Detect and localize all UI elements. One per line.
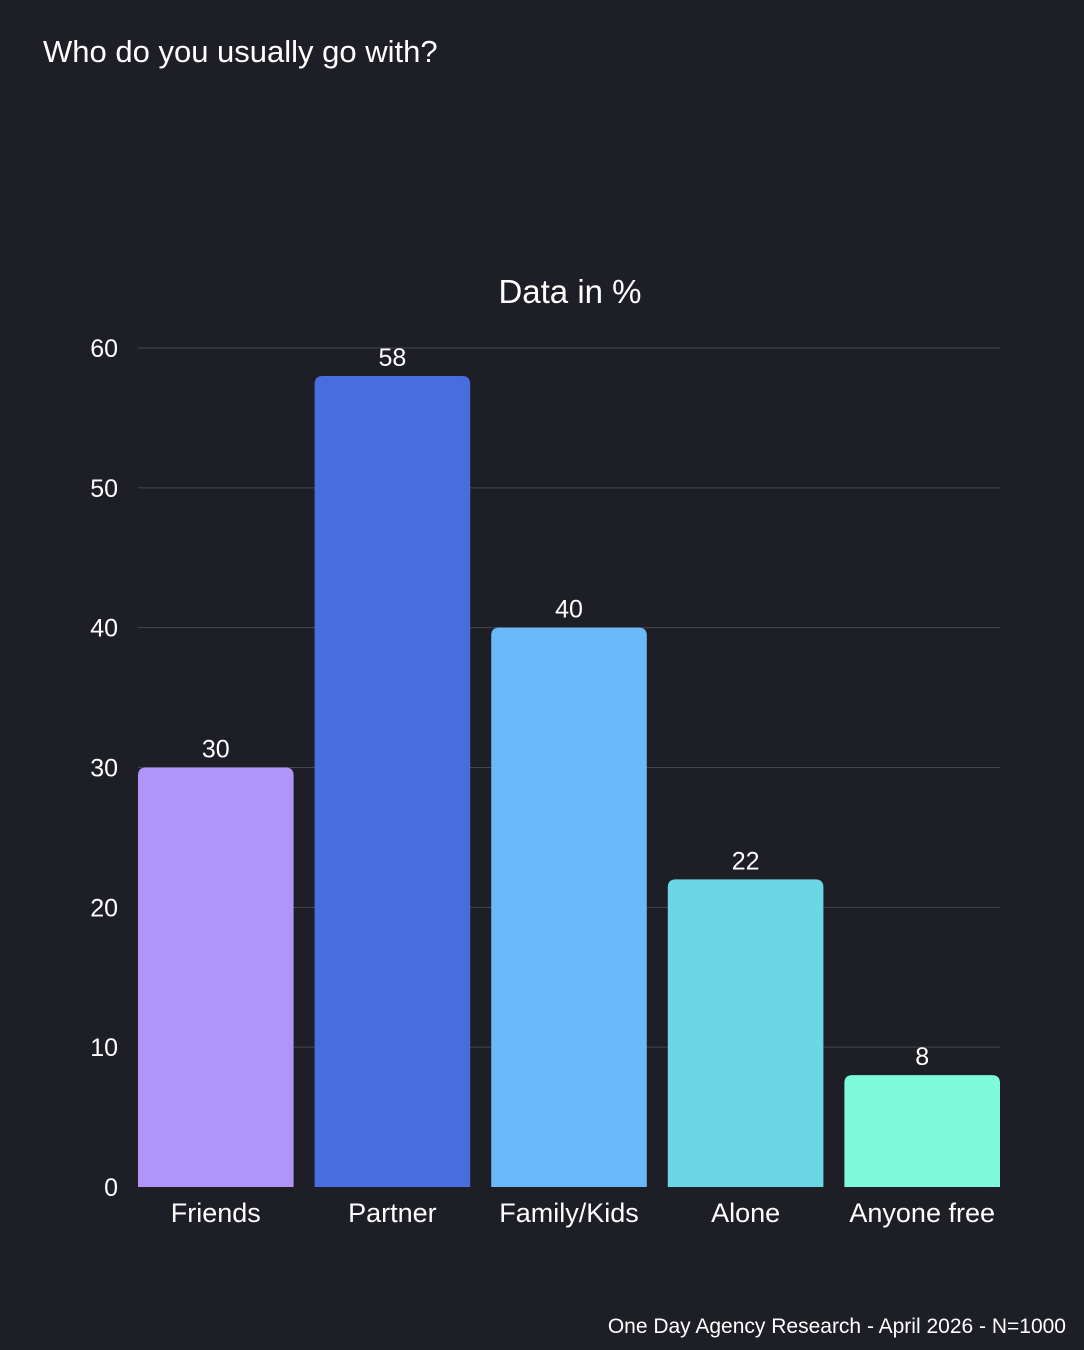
data-label: 8 — [915, 1043, 929, 1071]
bar-alone — [667, 879, 824, 1187]
footer-source-note: One Day Agency Research - April 2026 - N… — [607, 1315, 1066, 1338]
y-tick-label: 50 — [90, 475, 118, 503]
bar-anyone-free — [844, 1075, 1000, 1187]
x-axis-ticks: Friends Partner Family/Kids Alone Anyone fre… — [171, 1198, 995, 1228]
x-tick-label: Friends — [171, 1198, 261, 1228]
data-label: 22 — [732, 847, 760, 875]
x-tick-label: Alone — [711, 1198, 780, 1228]
bars — [138, 375, 1000, 1187]
data-label: 40 — [555, 596, 583, 624]
data-label: 58 — [378, 344, 406, 372]
chart-title: Data in % — [498, 273, 641, 310]
y-tick-label: 30 — [90, 755, 118, 783]
data-labels: 30 58 40 22 8 — [202, 344, 929, 1071]
bar-family-kids — [491, 627, 647, 1187]
y-axis-ticks: 0 10 20 30 40 50 60 — [90, 335, 118, 1202]
y-tick-label: 20 — [90, 894, 118, 922]
y-tick-label: 0 — [104, 1174, 118, 1202]
page-title: Who do you usually go with? — [43, 34, 438, 69]
y-tick-label: 10 — [90, 1034, 118, 1062]
bar-friends — [138, 767, 294, 1187]
x-tick-label: Anyone free — [849, 1198, 995, 1228]
y-tick-label: 40 — [90, 615, 118, 643]
x-tick-label: Family/Kids — [499, 1198, 639, 1228]
bar-partner — [314, 375, 471, 1187]
data-label: 30 — [202, 736, 230, 764]
x-tick-label: Partner — [348, 1198, 437, 1228]
y-tick-label: 60 — [90, 335, 118, 363]
